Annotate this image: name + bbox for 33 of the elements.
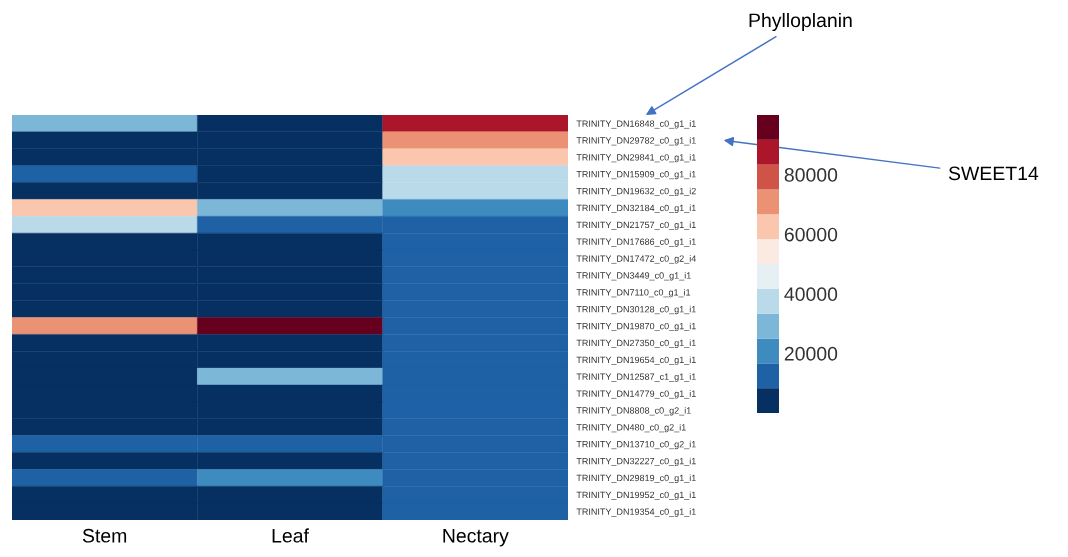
x-tick-label: Nectary [443, 529, 509, 547]
y-tick-label: TRINITY_DN19870_c0_g1_i1 [576, 322, 696, 332]
y-tick-label: TRINITY_DN19354_c0_g1_i1 [576, 508, 696, 517]
y-tick-label: TRINITY_DN14779_c0_g1_i1 [576, 390, 696, 399]
text: Phylloplanin [749, 12, 852, 32]
y-tick-label: TRINITY_DN29819_c0_g1_i1 [576, 474, 696, 483]
y-tick-label: TRINITY_DN16848_c0_g1_i1 [576, 120, 696, 129]
x-tick-label: Leaf [272, 528, 309, 543]
y-tick-label: TRINITY_DN17472_c0_g2_i4 [576, 255, 696, 264]
y-tick-label: TRINITY_DN12587_c1_g1_i1 [576, 373, 696, 382]
y-tick-label: TRINITY_DN13710_c0_g2_i1 [576, 440, 696, 450]
color-bar-label: 80000 [784, 168, 838, 182]
y-tick-label: TRINITY_DN480_c0_g2_i1 [576, 423, 686, 433]
text: SWEET14 [948, 166, 1039, 181]
y-tick-label: TRINITY_DN8808_c0_g2_i1 [576, 407, 691, 416]
y-tick-label: TRINITY_DN15909_c0_g1_i1 [576, 170, 696, 180]
y-tick-label: TRINITY_DN19654_c0_g1_i1 [576, 356, 696, 365]
color-bar-label: 20000 [784, 346, 838, 361]
y-tick-label: TRINITY_DN19952_c0_g1_i1 [576, 491, 696, 500]
y-tick-label: TRINITY_DN32227_c0_g1_i1 [576, 457, 696, 467]
y-tick-label: TRINITY_DN3449_c0_g1_i1 [576, 272, 691, 281]
color-bar-label: 60000 [784, 227, 838, 242]
y-tick-label: TRINITY_DN32184_c0_g1_i1 [576, 204, 696, 213]
y-tick-label: TRINITY_DN21757_c0_g1_i1 [576, 221, 696, 230]
y-tick-label: TRINITY_DN29841_c0_g1_i1 [576, 153, 696, 163]
y-tick-label: TRINITY_DN29782_c0_g1_i1 [576, 137, 696, 146]
y-tick-label: TRINITY_DN7110_c0_g1_i1 [576, 288, 691, 298]
y-tick-label: TRINITY_DN19632_c0_g1_i2 [576, 187, 696, 197]
x-tick-label: Stem [82, 528, 127, 543]
y-tick-label: TRINITY_DN30128_c0_g1_i1 [576, 305, 696, 315]
color-bar-label: 40000 [784, 287, 838, 302]
y-tick-label: TRINITY_DN17686_c0_g1_i1 [576, 238, 696, 247]
y-tick-label: TRINITY_DN27350_c0_g1_i1 [576, 339, 696, 348]
